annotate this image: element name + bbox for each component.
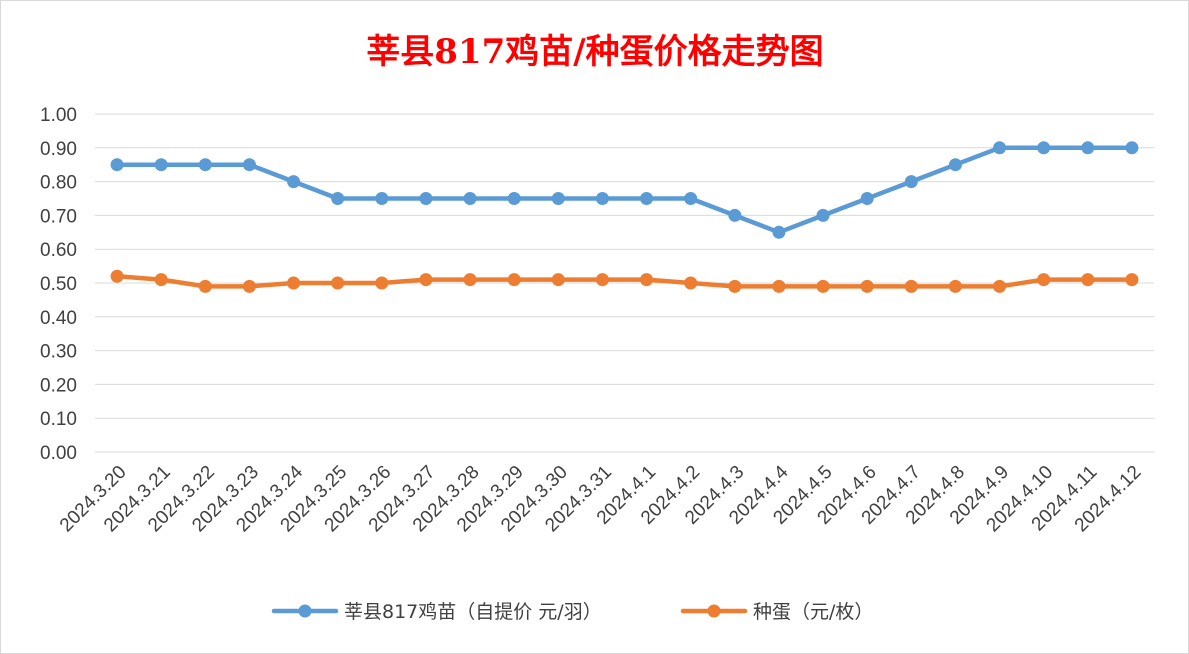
data-point	[154, 273, 168, 287]
data-point	[904, 175, 918, 189]
series-1	[110, 141, 1139, 239]
data-point	[948, 279, 962, 293]
data-point	[463, 192, 477, 205]
y-tick-label: 0.40	[40, 308, 77, 329]
data-point	[860, 192, 874, 205]
data-point	[242, 279, 256, 293]
data-point	[728, 279, 742, 293]
data-point	[551, 192, 565, 205]
data-point	[904, 279, 918, 293]
data-point	[198, 279, 212, 293]
series-line	[114, 273, 1135, 289]
legend-marker-icon	[707, 604, 721, 618]
data-point	[287, 175, 301, 189]
data-point	[1081, 141, 1095, 155]
legend-marker-icon	[298, 604, 312, 618]
data-point	[1037, 273, 1051, 287]
data-point	[419, 273, 433, 287]
data-point	[331, 192, 345, 205]
data-point	[684, 276, 698, 290]
data-point	[640, 192, 654, 205]
data-point	[110, 269, 124, 283]
data-point	[198, 158, 212, 172]
data-point	[287, 276, 301, 290]
y-tick-label: 0.20	[40, 375, 77, 396]
data-point	[1037, 141, 1051, 155]
data-point	[595, 192, 609, 205]
data-point	[375, 192, 389, 205]
data-point	[595, 273, 609, 287]
data-point	[242, 158, 256, 172]
series-2	[110, 269, 1139, 293]
x-axis-ticks: 2024.3.202024.3.212024.3.222024.3.232024…	[56, 461, 1145, 536]
data-point	[772, 279, 786, 293]
y-tick-label: 0.10	[40, 409, 77, 430]
y-tick-label: 0.30	[40, 342, 77, 363]
data-point	[993, 279, 1007, 293]
data-point	[419, 192, 433, 205]
data-point	[948, 158, 962, 172]
series-group	[110, 141, 1139, 293]
y-tick-label: 0.90	[40, 139, 77, 160]
data-point	[993, 141, 1007, 155]
legend-label: 种蛋（元/枚）	[753, 601, 873, 623]
y-tick-label: 1.00	[40, 105, 77, 126]
legend: 莘县817鸡苗（自提价 元/羽） 种蛋（元/枚）	[271, 601, 873, 623]
y-tick-label: 0.80	[40, 173, 77, 194]
data-point	[1125, 141, 1139, 155]
y-tick-label: 0.50	[40, 274, 77, 295]
legend-label: 莘县817鸡苗（自提价 元/羽）	[344, 601, 602, 623]
y-tick-label: 0.00	[40, 443, 77, 464]
data-point	[375, 276, 389, 290]
y-axis-ticks: 0.00 0.10 0.20 0.30 0.40 0.50 0.60 0.70 0.80 0.90…	[40, 105, 77, 464]
chart-title: 莘县817鸡苗/种蛋价格走势图	[366, 32, 823, 72]
data-point	[816, 208, 830, 222]
data-point	[154, 158, 168, 172]
data-point	[463, 273, 477, 287]
data-point	[1125, 273, 1139, 287]
data-point	[331, 276, 345, 290]
data-point	[1081, 273, 1095, 287]
y-tick-label: 0.60	[40, 240, 77, 261]
data-point	[507, 192, 521, 205]
data-point	[772, 225, 786, 239]
data-point	[640, 273, 654, 287]
data-point	[816, 279, 830, 293]
data-point	[110, 158, 124, 172]
legend-item-1: 莘县817鸡苗（自提价 元/羽）	[271, 601, 602, 623]
series-line	[114, 145, 1135, 235]
data-point	[507, 273, 521, 287]
data-point	[728, 208, 742, 222]
data-point	[551, 273, 565, 287]
y-tick-label: 0.70	[40, 206, 77, 227]
legend-item-2: 种蛋（元/枚）	[680, 601, 873, 623]
data-point	[684, 192, 698, 205]
data-point	[860, 279, 874, 293]
